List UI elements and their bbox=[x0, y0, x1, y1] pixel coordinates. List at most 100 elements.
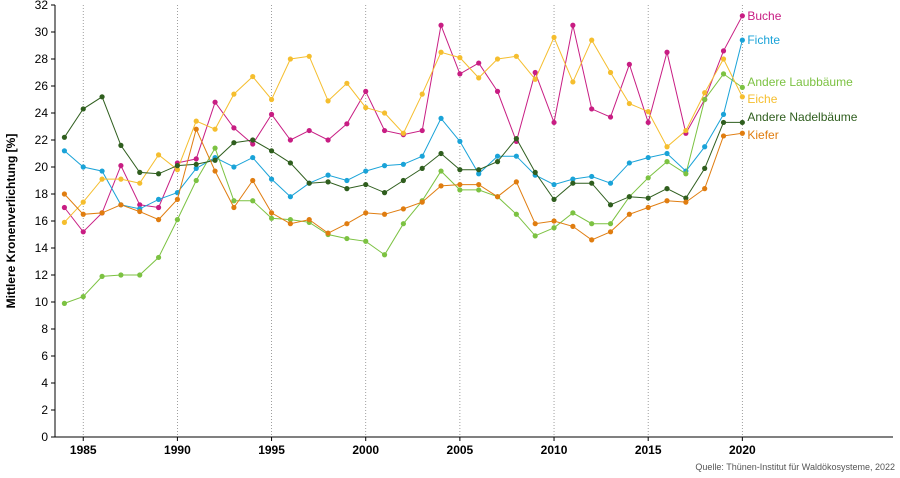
y-tick-label-4: 4 bbox=[41, 376, 48, 390]
data-point-buche-2004 bbox=[438, 22, 444, 28]
data-point-andere-nadelb-ume-1996 bbox=[287, 160, 293, 166]
data-point-andere-nadelb-ume-2020 bbox=[739, 119, 745, 126]
y-tick-label-14: 14 bbox=[35, 241, 49, 255]
data-point-kiefer-1999 bbox=[344, 221, 350, 227]
data-point-fichte-2011 bbox=[570, 176, 576, 182]
data-point-buche-2010 bbox=[551, 119, 557, 126]
data-point-andere-nadelb-ume-1989 bbox=[155, 171, 162, 177]
data-point-andere-laubb-ume-1985 bbox=[80, 294, 86, 300]
data-point-andere-laubb-ume-2005 bbox=[457, 187, 463, 193]
data-point-andere-laubb-ume-2006 bbox=[476, 187, 482, 193]
y-tick-label-28: 28 bbox=[35, 52, 49, 66]
data-point-andere-nadelb-ume-2012 bbox=[589, 180, 595, 186]
data-point-buche-2009 bbox=[532, 69, 538, 76]
data-point-andere-nadelb-ume-2004 bbox=[438, 150, 444, 157]
series-andere-laubb-ume bbox=[61, 71, 745, 306]
data-point-andere-laubb-ume-2002 bbox=[400, 221, 406, 227]
data-point-eiche-1988 bbox=[137, 180, 143, 186]
data-point-kiefer-2005 bbox=[457, 181, 463, 188]
data-point-andere-nadelb-ume-1998 bbox=[325, 179, 331, 185]
data-point-eiche-2010 bbox=[551, 34, 557, 41]
data-point-eiche-1994 bbox=[250, 73, 256, 80]
data-point-andere-nadelb-ume-1993 bbox=[231, 140, 237, 146]
data-point-eiche-2009 bbox=[532, 76, 538, 82]
series-label-buche: Buche bbox=[747, 9, 781, 23]
data-point-andere-laubb-ume-2009 bbox=[532, 233, 538, 239]
data-point-fichte-2006 bbox=[476, 171, 482, 177]
data-point-eiche-1998 bbox=[325, 98, 331, 104]
data-point-kiefer-1996 bbox=[287, 221, 293, 227]
data-point-andere-laubb-ume-2015 bbox=[645, 175, 651, 181]
data-point-buche-1999 bbox=[344, 121, 350, 127]
data-point-kiefer-2012 bbox=[589, 237, 595, 243]
y-tick-label-10: 10 bbox=[35, 295, 49, 309]
data-point-andere-nadelb-ume-2016 bbox=[664, 186, 670, 192]
series-lines bbox=[61, 13, 745, 306]
data-point-kiefer-1997 bbox=[306, 217, 312, 223]
series-andere-nadelb-ume bbox=[61, 94, 745, 208]
data-point-kiefer-2020 bbox=[739, 130, 745, 136]
data-point-fichte-2003 bbox=[419, 153, 425, 159]
data-point-andere-nadelb-ume-1995 bbox=[268, 148, 275, 154]
data-point-andere-nadelb-ume-2018 bbox=[702, 165, 708, 171]
data-point-eiche-2014 bbox=[626, 100, 632, 107]
data-point-andere-nadelb-ume-1985 bbox=[80, 106, 86, 112]
data-point-eiche-2019 bbox=[720, 56, 727, 62]
data-point-eiche-2006 bbox=[476, 75, 482, 81]
data-point-eiche-2013 bbox=[607, 69, 614, 76]
data-point-andere-laubb-ume-1993 bbox=[231, 198, 237, 204]
data-point-eiche-1993 bbox=[231, 91, 237, 97]
data-point-andere-nadelb-ume-2003 bbox=[419, 165, 425, 171]
data-point-buche-2012 bbox=[589, 106, 595, 112]
data-point-kiefer-2018 bbox=[702, 186, 708, 192]
data-point-andere-nadelb-ume-2008 bbox=[513, 136, 519, 142]
data-point-eiche-1987 bbox=[118, 176, 124, 182]
data-point-kiefer-1993 bbox=[231, 204, 237, 211]
y-tick-label-26: 26 bbox=[35, 79, 49, 93]
data-point-kiefer-1990 bbox=[174, 196, 181, 202]
data-point-andere-laubb-ume-2011 bbox=[570, 210, 576, 216]
y-tick-label-30: 30 bbox=[35, 25, 49, 39]
data-point-andere-laubb-ume-2004 bbox=[438, 168, 444, 174]
data-point-andere-laubb-ume-1987 bbox=[118, 272, 124, 278]
data-point-kiefer-1988 bbox=[137, 208, 143, 215]
data-point-eiche-1992 bbox=[212, 126, 218, 132]
x-tick-label-2015: 2015 bbox=[635, 443, 662, 457]
data-point-fichte-2014 bbox=[626, 160, 632, 166]
data-point-andere-nadelb-ume-2000 bbox=[363, 181, 369, 188]
data-point-kiefer-1985 bbox=[80, 211, 86, 217]
data-point-andere-laubb-ume-2010 bbox=[551, 225, 557, 231]
data-point-eiche-2012 bbox=[589, 37, 595, 43]
data-point-andere-nadelb-ume-2007 bbox=[494, 159, 501, 165]
data-point-buche-2003 bbox=[419, 127, 425, 134]
data-point-kiefer-2006 bbox=[476, 181, 482, 188]
data-point-kiefer-2019 bbox=[720, 133, 727, 139]
data-point-fichte-2007 bbox=[494, 153, 501, 159]
data-point-andere-nadelb-ume-2010 bbox=[551, 196, 557, 202]
data-point-andere-nadelb-ume-2005 bbox=[457, 167, 463, 173]
data-point-kiefer-1984 bbox=[61, 191, 68, 197]
data-point-buche-2013 bbox=[607, 114, 614, 120]
data-point-kiefer-1987 bbox=[118, 202, 124, 208]
data-point-buche-2006 bbox=[476, 60, 482, 66]
y-tick-label-2: 2 bbox=[41, 403, 48, 417]
data-point-buche-1994 bbox=[250, 141, 256, 147]
data-point-fichte-2016 bbox=[664, 150, 670, 157]
data-point-andere-nadelb-ume-2013 bbox=[607, 202, 614, 208]
data-point-andere-nadelb-ume-1987 bbox=[118, 142, 124, 148]
data-point-andere-laubb-ume-1984 bbox=[61, 300, 68, 306]
data-point-kiefer-2001 bbox=[381, 211, 388, 217]
data-point-kiefer-2013 bbox=[607, 229, 614, 235]
data-point-andere-laubb-ume-2019 bbox=[720, 71, 727, 77]
data-point-fichte-2015 bbox=[645, 154, 651, 161]
data-point-eiche-2015 bbox=[645, 109, 651, 115]
data-point-andere-laubb-ume-2017 bbox=[683, 171, 689, 177]
data-point-eiche-2020 bbox=[739, 94, 745, 100]
data-point-andere-laubb-ume-1989 bbox=[155, 254, 162, 261]
data-point-andere-laubb-ume-1988 bbox=[137, 272, 143, 278]
x-tick-label-1990: 1990 bbox=[164, 443, 191, 457]
series-line-buche bbox=[64, 15, 743, 233]
vertical-gridlines bbox=[82, 5, 743, 437]
data-point-kiefer-2017 bbox=[683, 199, 689, 205]
